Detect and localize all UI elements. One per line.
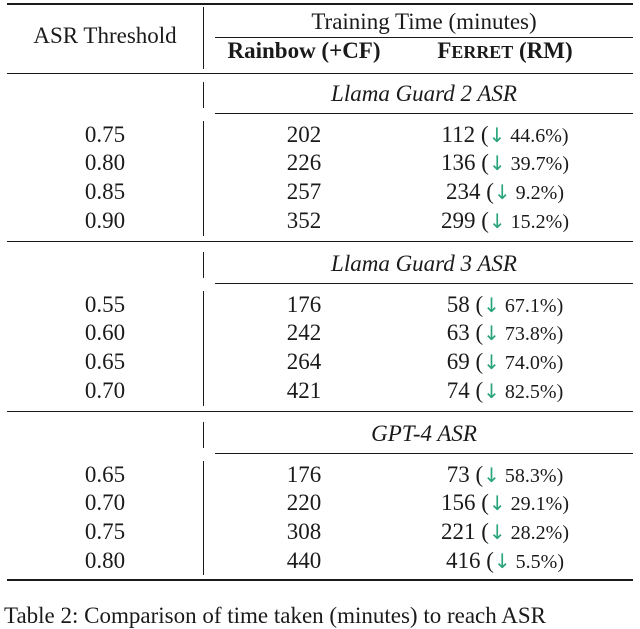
section-rule-3 [7, 411, 633, 412]
down-arrow-icon: ↓ [483, 350, 500, 374]
reduction-percent: 9.2%) [510, 182, 564, 204]
down-arrow-icon: ↓ [483, 293, 500, 317]
down-arrow-icon: ↓ [483, 463, 500, 487]
header-rule [7, 73, 633, 74]
table-row-rainbow: 226 [286, 150, 322, 175]
table-row-threshold: 0.85 [84, 179, 126, 204]
table-row-ferret: 299 (↓ 15.2%) [410, 208, 600, 235]
ferret-value: 136 ( [440, 150, 489, 175]
section-3-title-rule [215, 453, 633, 454]
table-row-threshold: 0.70 [84, 490, 126, 515]
down-arrow-icon: ↓ [488, 123, 506, 147]
ferret-value: 112 ( [441, 122, 489, 147]
table-row-rainbow: 421 [286, 378, 322, 403]
table-row-rainbow: 264 [286, 349, 322, 374]
ferret-value: 58 ( [446, 292, 484, 317]
table-row-ferret: 234 (↓ 9.2%) [410, 179, 600, 206]
ferret-value: 74 ( [446, 378, 484, 403]
ferret-value: 299 ( [440, 208, 489, 233]
table-row-threshold: 0.80 [84, 150, 126, 175]
header-training-time: Training Time (minutes) [311, 9, 537, 34]
section-1-title-vbar [203, 82, 204, 108]
section-1-data-vbar [203, 121, 204, 236]
down-arrow-icon: ↓ [488, 209, 506, 233]
ferret-value: 234 ( [445, 179, 494, 204]
table-row-rainbow: 352 [286, 208, 322, 233]
header-ferret-initial: F [437, 38, 452, 63]
ferret-value: 156 ( [440, 490, 489, 515]
section-3-title: GPT-4 ASR [371, 421, 477, 446]
header-asr-threshold: ASR Threshold [33, 23, 177, 48]
table-row-ferret: 221 (↓ 28.2%) [410, 519, 600, 546]
reduction-percent: 58.3%) [499, 465, 564, 487]
section-2-title: Llama Guard 3 ASR [331, 251, 517, 276]
reduction-percent: 39.7%) [505, 153, 569, 175]
reduction-percent: 74.0%) [499, 352, 564, 374]
header-ferret: FERRET (RM) [410, 38, 600, 65]
section-1-title-rule [215, 113, 633, 114]
section-2-title-vbar [203, 252, 204, 278]
section-3-title-vbar [203, 422, 204, 448]
table-row-ferret: 112 (↓ 44.6%) [410, 122, 600, 149]
table-row-threshold: 0.70 [84, 378, 126, 403]
down-arrow-icon: ↓ [488, 520, 506, 544]
table-row-threshold: 0.75 [84, 122, 126, 147]
table-row-rainbow: 220 [286, 490, 322, 515]
table-row-ferret: 136 (↓ 39.7%) [410, 150, 600, 177]
down-arrow-icon: ↓ [483, 321, 500, 345]
table-row-threshold: 0.65 [84, 462, 126, 487]
table-row-threshold: 0.55 [84, 292, 126, 317]
table-row-ferret: 74 (↓ 82.5%) [410, 378, 600, 405]
down-arrow-icon: ↓ [483, 379, 500, 403]
table-row-ferret: 73 (↓ 58.3%) [410, 462, 600, 489]
ferret-value: 63 ( [446, 320, 484, 345]
table-row-rainbow: 257 [286, 179, 322, 204]
table-row-ferret: 416 (↓ 5.5%) [410, 548, 600, 575]
reduction-percent: 15.2%) [505, 211, 569, 233]
down-arrow-icon: ↓ [493, 180, 511, 204]
down-arrow-icon: ↓ [488, 151, 506, 175]
reduction-percent: 73.8%) [499, 323, 564, 345]
header-group-rule [215, 37, 633, 38]
reduction-percent: 28.2%) [505, 522, 569, 544]
header-vertical-rule [203, 7, 204, 69]
ferret-value: 69 ( [446, 349, 484, 374]
reduction-percent: 82.5%) [499, 381, 564, 403]
table-row-ferret: 69 (↓ 74.0%) [410, 349, 600, 376]
table-row-rainbow: 242 [286, 320, 322, 345]
down-arrow-icon: ↓ [488, 491, 506, 515]
table-row-threshold: 0.80 [84, 548, 126, 573]
table-row-threshold: 0.65 [84, 349, 126, 374]
section-1-title: Llama Guard 2 ASR [331, 81, 517, 106]
table-row-ferret: 58 (↓ 67.1%) [410, 292, 600, 319]
header-ferret-smallcaps: ERRET [451, 42, 514, 62]
section-3-data-vbar [203, 461, 204, 575]
table-row-threshold: 0.90 [84, 208, 126, 233]
down-arrow-icon: ↓ [493, 549, 511, 573]
section-rule-2 [7, 241, 633, 242]
table-row-rainbow: 176 [286, 462, 322, 487]
table-row-ferret: 63 (↓ 73.8%) [410, 320, 600, 347]
section-2-data-vbar [203, 291, 204, 406]
table-row-ferret: 156 (↓ 29.1%) [410, 490, 600, 517]
table-row-rainbow: 202 [286, 122, 322, 147]
section-2-title-rule [215, 283, 633, 284]
table-row-threshold: 0.60 [84, 320, 126, 345]
ferret-value: 416 ( [445, 548, 494, 573]
ferret-value: 221 ( [440, 519, 489, 544]
table-row-rainbow: 440 [286, 548, 322, 573]
table-caption: Table 2: Comparison of time taken (minut… [4, 603, 546, 628]
ferret-value: 73 ( [446, 462, 484, 487]
reduction-percent: 44.6%) [505, 125, 569, 147]
reduction-percent: 5.5%) [510, 551, 564, 573]
header-rainbow: Rainbow (+CF) [227, 38, 381, 63]
top-rule [7, 3, 633, 5]
reduction-percent: 29.1%) [505, 493, 569, 515]
table-row-threshold: 0.75 [84, 519, 126, 544]
table-row-rainbow: 176 [286, 292, 322, 317]
reduction-percent: 67.1%) [499, 295, 564, 317]
bottom-rule [7, 579, 633, 581]
header-ferret-suffix: (RM) [513, 38, 573, 63]
table-row-rainbow: 308 [286, 519, 322, 544]
